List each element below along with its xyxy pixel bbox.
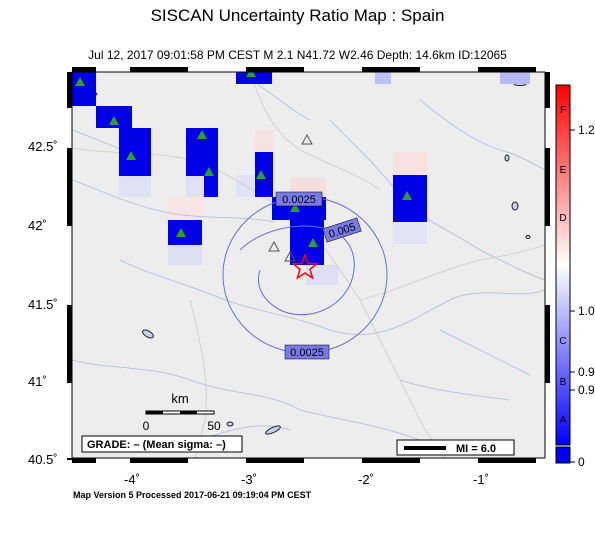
map-title: SISCAN Uncertainty Ratio Map : Spain xyxy=(150,6,445,25)
lat-label-41-5: 41.5˚ xyxy=(28,297,58,312)
stations xyxy=(75,72,412,262)
colorbar: F E D C B A 1.2 1.0 0.9 0.9 0 xyxy=(555,84,595,469)
colorbar-tick-0-9b: 0.9 xyxy=(578,383,595,397)
station-marker-inactive xyxy=(268,240,280,252)
scale-bar-fifty: 50 xyxy=(207,419,221,433)
scale-bar: km 0 50 xyxy=(143,391,221,433)
station-marker xyxy=(176,228,186,237)
lon-label-1: -1˚ xyxy=(473,472,489,487)
station-marker xyxy=(308,238,318,247)
lon-label-4: -4˚ xyxy=(124,472,140,487)
map-subtitle: Jul 12, 2017 09:01:58 PM CEST M 2.1 N41.… xyxy=(88,48,507,62)
station-marker xyxy=(204,167,214,176)
scale-bar-zero: 0 xyxy=(143,419,150,433)
lat-label-42: 42˚ xyxy=(28,218,47,233)
station-marker xyxy=(290,203,300,212)
colorbar-tick-0: 0 xyxy=(578,455,585,469)
lon-label-3: -3˚ xyxy=(241,472,257,487)
contour-label-3: 0.0025 xyxy=(290,347,324,359)
uncertainty-strong-cells xyxy=(72,72,530,265)
station-marker-inactive xyxy=(301,133,313,145)
station-marker xyxy=(109,116,119,125)
station-marker xyxy=(126,151,136,160)
map-frame xyxy=(71,71,546,459)
colorbar-letter-f: F xyxy=(560,105,566,116)
grade-text: GRADE: – (Mean sigma: –) xyxy=(87,439,226,451)
map-footer: Map Version 5 Processed 2017-06-21 09:19… xyxy=(73,490,312,500)
grade-box: GRADE: – (Mean sigma: –) xyxy=(81,435,243,453)
mi-legend: MI = 6.0 xyxy=(396,439,515,456)
lat-label-41: 41˚ xyxy=(28,374,47,389)
epicenter-star xyxy=(290,252,320,280)
rivers xyxy=(72,84,545,441)
lat-label-40-5: 40.5˚ xyxy=(28,452,58,467)
scale-bar-title: km xyxy=(171,391,188,406)
colorbar-tick-1-0: 1.0 xyxy=(578,304,595,318)
station-marker xyxy=(246,72,256,77)
colorbar-letter-b: B xyxy=(560,377,567,388)
colorbar-letter-c: C xyxy=(559,336,566,347)
contour-label-1: 0.0025 xyxy=(282,194,316,206)
colorbar-letter-e: E xyxy=(560,165,567,176)
colorbar-letter-d: D xyxy=(559,213,566,224)
colorbar-tick-0-9a: 0.9 xyxy=(578,365,595,379)
station-marker xyxy=(256,170,266,179)
lon-label-2: -2˚ xyxy=(358,472,374,487)
station-marker xyxy=(402,191,412,200)
map-frame-ticks xyxy=(67,67,550,463)
station-marker xyxy=(75,77,85,86)
mi-legend-text: MI = 6.0 xyxy=(456,443,496,455)
station-marker-inactive xyxy=(284,250,296,262)
colorbar-tick-1-2: 1.2 xyxy=(578,123,595,137)
lat-label-42-5: 42.5˚ xyxy=(28,139,58,154)
colorbar-letter-a: A xyxy=(560,415,567,426)
station-marker xyxy=(197,130,207,139)
